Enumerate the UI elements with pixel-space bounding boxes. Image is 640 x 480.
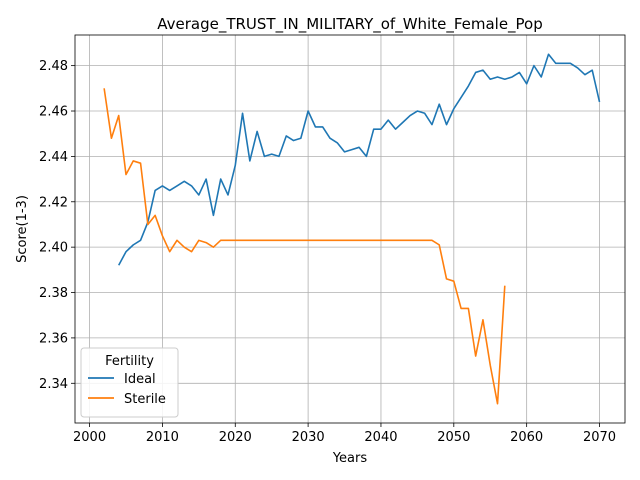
x-tick-label: 2030 [292,430,325,445]
y-tick-label: 2.44 [39,150,68,165]
y-tick-label: 2.36 [39,331,68,346]
x-tick-label: 2040 [364,430,397,445]
plot-frame [74,34,626,424]
y-axis-label: Score(1-3) [15,195,30,263]
y-tick-label: 2.48 [39,59,68,74]
chart-title: Average_TRUST_IN_MILITARY_of_White_Femal… [157,15,543,34]
legend-title: Fertility [105,354,154,369]
series-layer [103,53,601,405]
legend: Fertility Ideal Sterile [80,347,179,418]
x-axis-label: Years [332,451,368,466]
x-tick-label: 2060 [510,430,543,445]
legend-box [80,347,179,418]
y-tick-label: 2.40 [39,241,68,256]
ticks: 2000 2010 2020 2030 2040 2050 2060 2070 2.34 2.36… [39,59,616,445]
x-tick-label: 2000 [73,430,106,445]
legend-label-sterile: Sterile [124,392,166,407]
x-tick-label: 2050 [437,430,470,445]
legend-items: Ideal Sterile [88,372,166,407]
y-tick-label: 2.42 [39,195,68,210]
y-tick-label: 2.38 [39,286,68,301]
legend-label-ideal: Ideal [124,372,156,387]
series-line-ideal [118,53,601,266]
y-tick-label: 2.34 [39,377,68,392]
x-tick-label: 2020 [219,430,252,445]
x-tick-label: 2010 [146,430,179,445]
series-line-sterile [103,88,506,405]
x-tick-label: 2070 [583,430,616,445]
y-tick-label: 2.46 [39,105,68,120]
